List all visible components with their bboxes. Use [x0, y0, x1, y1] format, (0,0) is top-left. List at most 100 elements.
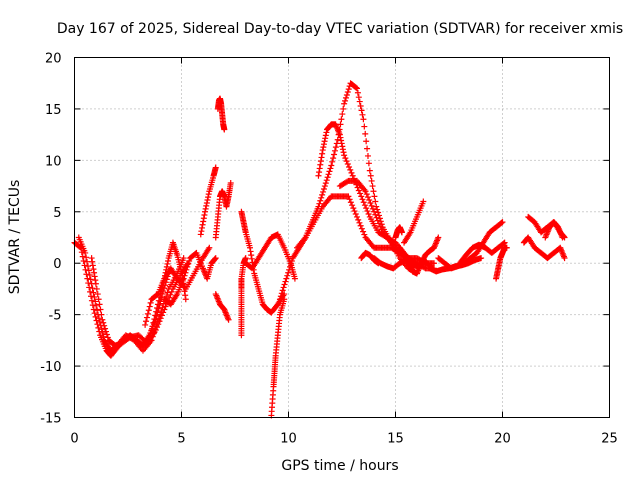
- data-point-marker: [89, 258, 96, 265]
- data-point-marker: [166, 294, 173, 301]
- data-point-marker: [341, 152, 348, 159]
- data-point-marker: [364, 194, 371, 201]
- data-point-marker: [349, 172, 356, 179]
- data-point-marker: [88, 297, 95, 304]
- data-point-marker: [339, 111, 346, 118]
- series-track-f: [161, 249, 219, 308]
- data-point-marker: [318, 154, 325, 161]
- data-point-marker: [277, 293, 284, 300]
- data-point-marker: [98, 326, 105, 333]
- data-point-marker: [182, 269, 189, 276]
- data-point-marker: [150, 319, 157, 326]
- data-point-marker: [164, 289, 171, 296]
- data-point-marker: [363, 191, 370, 198]
- data-point-marker: [364, 208, 371, 215]
- data-point-marker: [90, 306, 97, 313]
- data-point-marker: [99, 316, 106, 323]
- series-track-l: [238, 208, 288, 316]
- data-point-marker: [200, 215, 207, 222]
- data-point-marker: [349, 202, 356, 209]
- data-point-marker: [342, 155, 349, 162]
- data-point-marker: [182, 296, 189, 303]
- data-point-marker: [79, 253, 86, 260]
- y-tick-label: 15: [45, 103, 62, 118]
- data-point-marker: [377, 223, 384, 230]
- data-point-marker: [92, 298, 99, 305]
- data-point-marker: [435, 234, 442, 241]
- data-point-marker: [247, 248, 254, 255]
- data-point-marker: [84, 275, 91, 282]
- data-point-marker: [92, 280, 99, 287]
- data-point-marker: [501, 239, 508, 246]
- data-point-marker: [162, 303, 169, 310]
- data-point-marker: [353, 213, 360, 220]
- data-point-marker: [198, 224, 205, 231]
- data-point-marker: [354, 184, 361, 191]
- data-point-marker: [180, 255, 187, 262]
- data-point-marker: [351, 208, 358, 215]
- y-tick-label: 5: [53, 206, 61, 221]
- data-point-marker: [347, 166, 354, 173]
- data-point-marker: [206, 244, 213, 251]
- data-point-marker: [162, 269, 169, 276]
- data-point-marker: [84, 258, 91, 265]
- x-tick-label: 5: [177, 432, 185, 447]
- data-point-marker: [90, 289, 97, 296]
- data-point-marker: [89, 285, 96, 292]
- data-point-marker: [287, 260, 294, 267]
- x-tick-label: 20: [494, 432, 511, 447]
- data-point-marker: [315, 172, 322, 179]
- data-point-marker: [340, 149, 347, 156]
- data-point-marker: [374, 206, 381, 213]
- data-point-marker: [360, 116, 367, 123]
- data-point-marker: [145, 307, 152, 314]
- data-point-marker: [317, 197, 324, 204]
- data-point-marker: [344, 161, 351, 168]
- data-point-marker: [278, 290, 285, 297]
- data-point-marker: [212, 255, 219, 262]
- data-point-marker: [357, 222, 364, 229]
- data-point-marker: [342, 94, 349, 101]
- data-point-marker: [316, 165, 323, 172]
- data-point-marker: [360, 199, 367, 206]
- data-point-marker: [324, 174, 331, 181]
- data-point-marker: [82, 249, 89, 256]
- data-point-marker: [323, 129, 330, 136]
- data-point-marker: [319, 147, 326, 154]
- data-point-marker: [338, 140, 345, 147]
- data-point-marker: [147, 299, 154, 306]
- data-point-marker: [398, 229, 405, 236]
- data-point-marker: [358, 193, 365, 200]
- data-point-marker: [90, 266, 97, 273]
- data-point-marker: [356, 219, 363, 226]
- data-point-marker: [155, 321, 162, 328]
- data-point-marker: [346, 163, 353, 170]
- data-point-marker: [148, 327, 155, 334]
- data-point-marker: [338, 116, 345, 123]
- y-tick-label: -5: [49, 309, 62, 324]
- data-point-marker: [87, 288, 94, 295]
- data-point-marker: [157, 315, 164, 322]
- series-track-z: [456, 239, 508, 267]
- series-track-h: [212, 179, 234, 241]
- data-point-marker: [205, 194, 212, 201]
- data-point-marker: [375, 220, 382, 227]
- data-point-marker: [158, 312, 165, 319]
- data-point-marker: [205, 191, 212, 198]
- data-point-marker: [143, 318, 150, 325]
- data-point-marker: [350, 205, 357, 212]
- data-point-marker: [354, 89, 361, 96]
- data-point-marker: [156, 318, 163, 325]
- data-point-marker: [183, 266, 190, 273]
- data-point-marker: [154, 324, 161, 331]
- y-tick-label: 20: [45, 52, 62, 67]
- data-point-marker: [291, 275, 298, 282]
- data-point-marker: [99, 330, 106, 337]
- data-point-marker: [202, 208, 209, 215]
- data-point-marker: [101, 322, 108, 329]
- data-point-marker: [200, 218, 207, 225]
- data-point-marker: [163, 263, 170, 270]
- data-point-marker: [345, 193, 352, 200]
- data-point-marker: [146, 303, 153, 310]
